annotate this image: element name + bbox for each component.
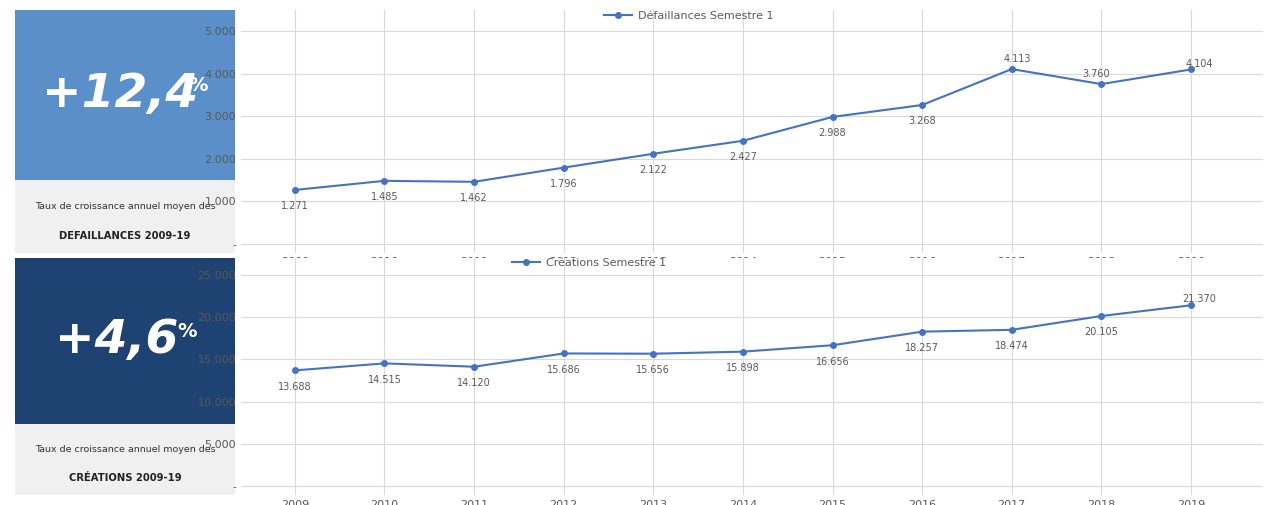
Text: 1.462: 1.462 — [461, 193, 487, 204]
Bar — [15, 258, 235, 424]
Text: 16.656: 16.656 — [816, 357, 849, 367]
Text: +12,4: +12,4 — [42, 72, 199, 118]
Text: 3.268: 3.268 — [909, 117, 937, 126]
Text: 4.104: 4.104 — [1185, 59, 1213, 69]
Text: %: % — [178, 322, 197, 341]
Text: CRÉATIONS 2009-19: CRÉATIONS 2009-19 — [69, 473, 181, 483]
Text: 20.105: 20.105 — [1085, 327, 1118, 337]
Text: 15.898: 15.898 — [726, 363, 760, 373]
Text: 14.120: 14.120 — [457, 378, 491, 388]
Text: %: % — [189, 76, 208, 95]
Text: 18.474: 18.474 — [995, 341, 1029, 351]
Text: 13.688: 13.688 — [278, 382, 312, 392]
Bar — [15, 10, 235, 180]
Text: 1.796: 1.796 — [549, 179, 577, 189]
Text: 2.427: 2.427 — [728, 152, 756, 162]
Text: 18.257: 18.257 — [905, 343, 939, 353]
Text: Taux de croissance annuel moyen des: Taux de croissance annuel moyen des — [34, 202, 216, 211]
Bar — [15, 180, 235, 252]
Text: 1.485: 1.485 — [371, 192, 398, 203]
Legend: Créations Semestre 1: Créations Semestre 1 — [513, 259, 666, 268]
Text: 14.515: 14.515 — [368, 375, 401, 385]
Legend: Défaillances Semestre 1: Défaillances Semestre 1 — [604, 11, 773, 21]
Text: 4.113: 4.113 — [1004, 54, 1030, 64]
Text: 1.271: 1.271 — [280, 201, 308, 212]
Text: 15.656: 15.656 — [636, 365, 670, 375]
Text: 2.122: 2.122 — [640, 165, 667, 175]
Bar — [15, 424, 235, 495]
Text: +4,6: +4,6 — [55, 318, 178, 363]
Text: DEFAILLANCES 2009-19: DEFAILLANCES 2009-19 — [60, 230, 190, 240]
Text: 3.760: 3.760 — [1082, 69, 1109, 79]
Text: 21.370: 21.370 — [1183, 294, 1216, 305]
Text: 2.988: 2.988 — [819, 128, 846, 138]
Text: Taux de croissance annuel moyen des: Taux de croissance annuel moyen des — [34, 445, 216, 455]
Text: 15.686: 15.686 — [547, 365, 581, 375]
